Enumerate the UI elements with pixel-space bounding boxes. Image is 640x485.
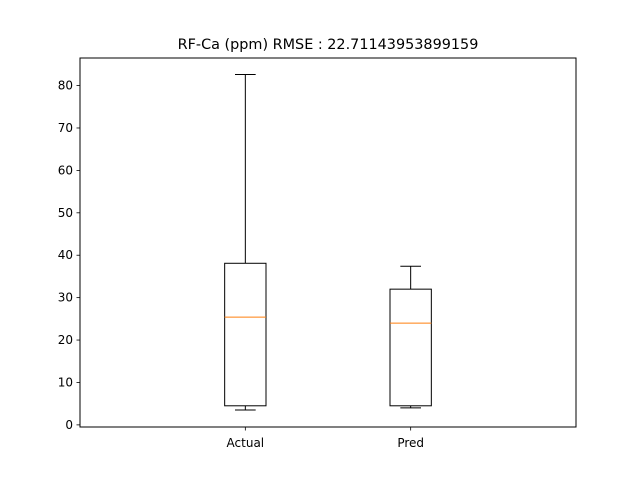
- x-tick-label: Actual: [227, 436, 265, 450]
- y-tick-label: 50: [58, 206, 73, 220]
- y-axis: 0 10 20 30 40 50 60 70 80: [58, 79, 80, 432]
- y-tick-label: 40: [58, 248, 73, 262]
- iqr-box: [224, 262, 267, 407]
- iqr-box: [389, 288, 432, 407]
- plot-area-frame: [79, 57, 577, 428]
- box-pred: [389, 265, 432, 409]
- y-tick-label: 80: [58, 79, 73, 93]
- y-tick-label: 20: [58, 333, 73, 347]
- y-tick-label: 60: [58, 163, 73, 177]
- x-axis: Actual Pred: [227, 427, 424, 450]
- x-tick-label: Pred: [397, 436, 424, 450]
- y-tick-label: 70: [58, 121, 73, 135]
- box-series: [224, 74, 432, 411]
- y-tick-label: 10: [58, 375, 73, 389]
- chart-title: RF-Ca (ppm) RMSE : 22.71143953899159: [178, 37, 479, 53]
- y-tick-label: 0: [65, 418, 73, 432]
- y-tick-label: 30: [58, 291, 73, 305]
- box-actual: [224, 74, 267, 411]
